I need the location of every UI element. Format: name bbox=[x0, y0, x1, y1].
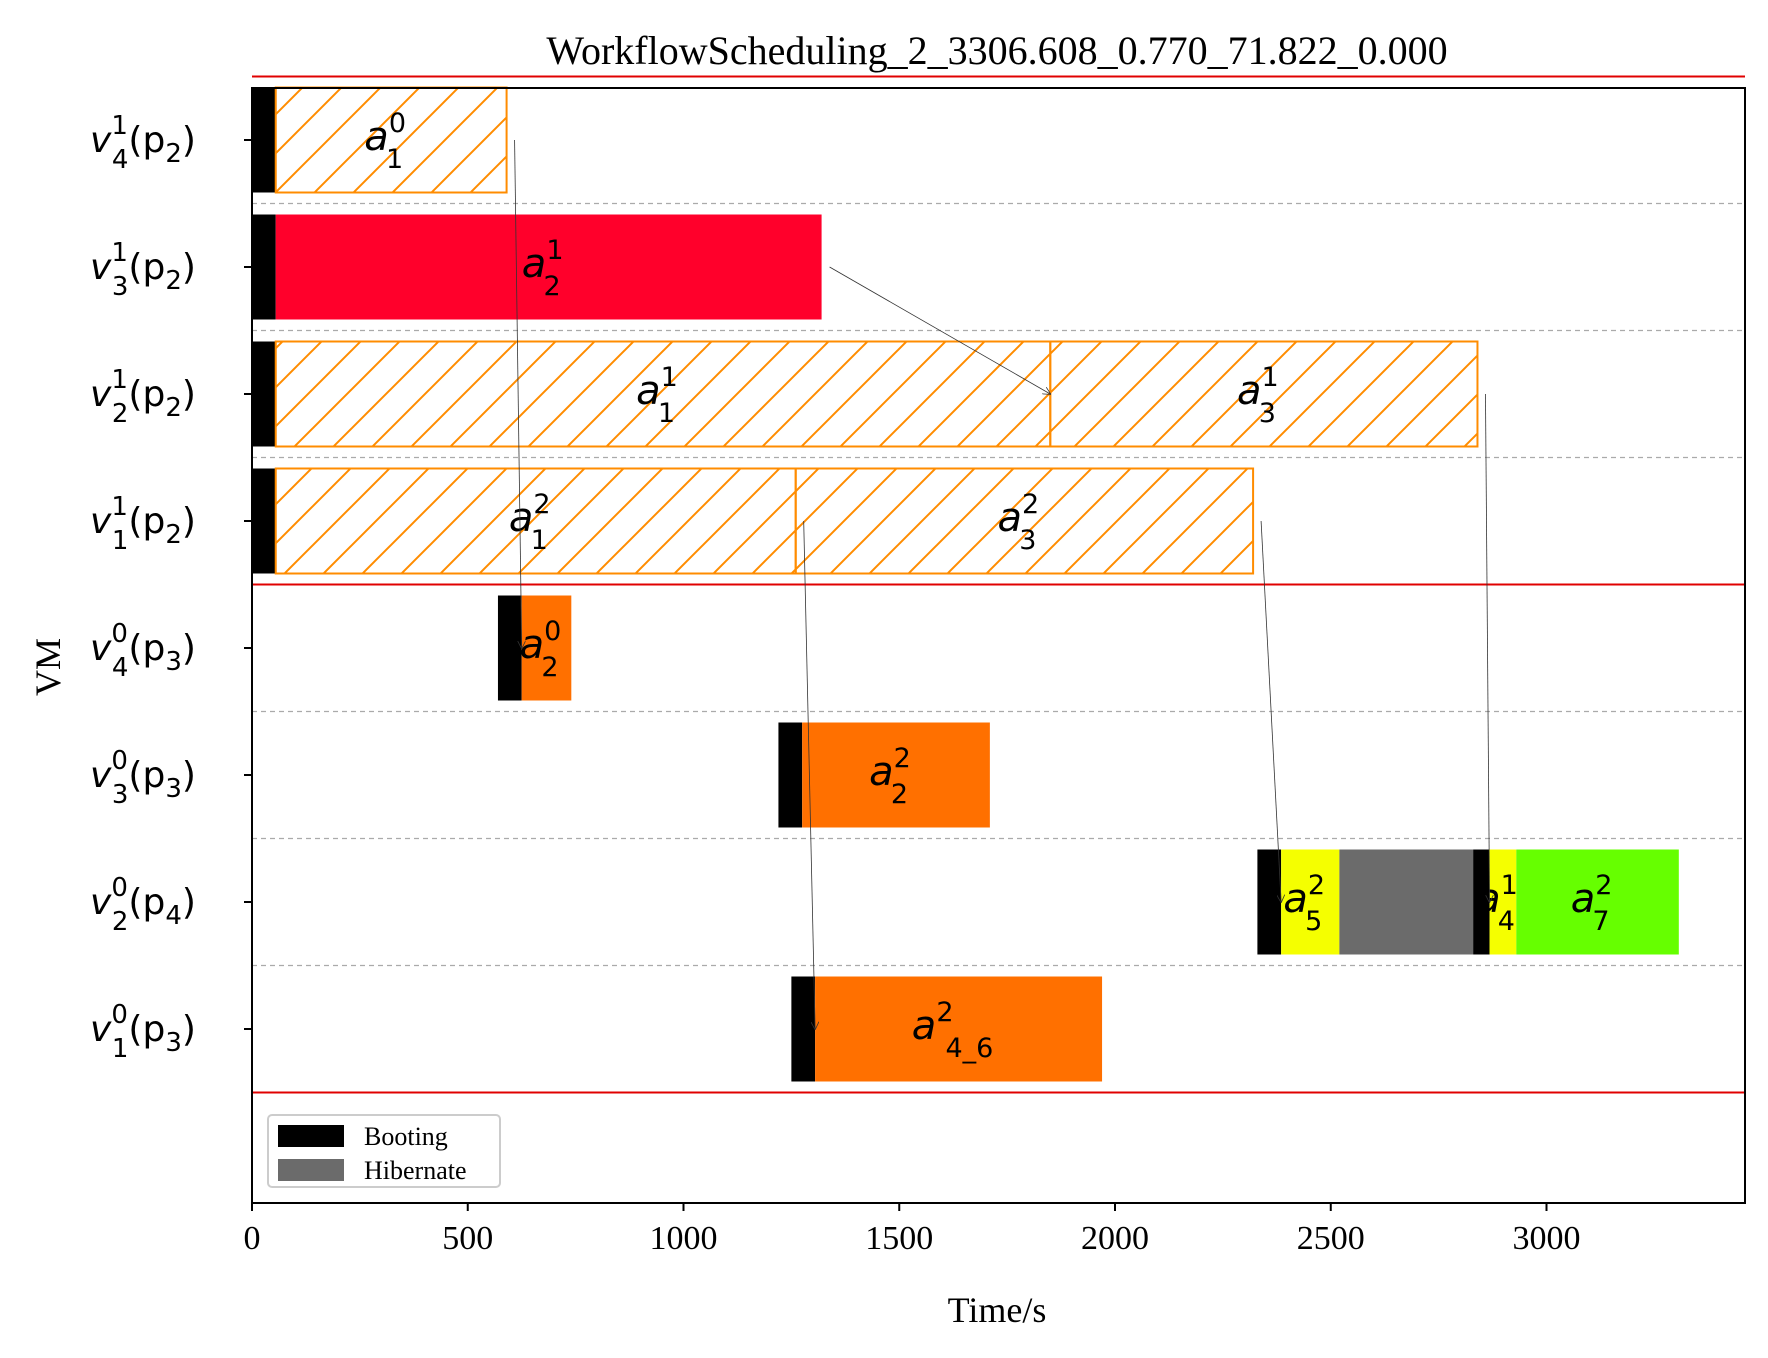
booting-bar bbox=[252, 214, 276, 320]
dependency-arrow bbox=[1260, 520, 1281, 902]
y-tick-label: v0 4(p3) bbox=[90, 619, 196, 683]
task-bar: a0 1 bbox=[274, 86, 508, 194]
task-label: a2 2 bbox=[869, 743, 911, 810]
task-bar: a1 2 bbox=[275, 214, 822, 320]
booting-bar bbox=[778, 722, 803, 828]
y-tick-label: v1 3(p2) bbox=[90, 238, 196, 302]
booting-bar bbox=[791, 976, 816, 1082]
legend-label: Booting bbox=[364, 1122, 448, 1151]
booting-bar bbox=[1257, 849, 1282, 955]
task-bar-fill bbox=[521, 595, 572, 701]
dependency-arrow bbox=[514, 139, 522, 648]
task-bar-fill bbox=[815, 976, 1103, 1082]
booting-bar bbox=[1473, 849, 1490, 955]
dependency-arrow bbox=[829, 266, 1051, 394]
task-bar-hatched bbox=[1049, 340, 1479, 448]
legend: Booting Hibernate bbox=[267, 1114, 501, 1188]
y-tick-label: v0 1(p3) bbox=[90, 1000, 196, 1064]
task-bar: a1 1 bbox=[274, 340, 1052, 448]
task-label: a1 4 bbox=[1476, 870, 1518, 937]
booting-bar bbox=[252, 341, 276, 447]
plot-frame bbox=[251, 87, 1746, 1204]
y-axis-label: VM bbox=[28, 638, 68, 696]
hibernate-bar bbox=[1339, 849, 1474, 955]
x-tick-label: 2500 bbox=[1297, 1220, 1365, 1257]
y-tick-label: v1 4(p2) bbox=[90, 111, 196, 175]
task-bar: a2 5 bbox=[1281, 849, 1340, 955]
task-bar-hatched bbox=[274, 86, 508, 194]
legend-label: Hibernate bbox=[364, 1156, 467, 1185]
legend-swatch bbox=[278, 1159, 344, 1181]
x-axis-label: Time/s bbox=[948, 1290, 1047, 1330]
y-tick-label: v0 2(p4) bbox=[90, 873, 196, 937]
y-tick-label: v0 3(p3) bbox=[90, 746, 196, 810]
task-label: a2 3 bbox=[998, 489, 1040, 556]
dependency-arrow bbox=[803, 520, 815, 1029]
task-label: a0 1 bbox=[364, 108, 406, 175]
y-tick-label: v1 1(p2) bbox=[90, 492, 196, 556]
task-bar-fill bbox=[1516, 849, 1679, 955]
task-bar: a2 4_6 bbox=[815, 976, 1103, 1082]
task-label: a2 5 bbox=[1283, 870, 1325, 937]
task-label: a1 3 bbox=[1237, 362, 1279, 429]
chart-title: WorkflowScheduling_2_3306.608_0.770_71.8… bbox=[546, 28, 1447, 73]
task-bar: a0 2 bbox=[520, 595, 572, 701]
task-bar-hatched bbox=[274, 467, 797, 575]
booting-bar bbox=[252, 468, 276, 574]
task-bar: a2 2 bbox=[802, 722, 990, 828]
dependency-arrow bbox=[1485, 393, 1489, 902]
x-tick-label: 0 bbox=[244, 1220, 261, 1257]
task-bar-hatched bbox=[274, 340, 1052, 448]
task-bar: a2 3 bbox=[794, 467, 1255, 575]
task-label: a1 2 bbox=[522, 235, 564, 302]
x-tick-label: 1000 bbox=[650, 1220, 718, 1257]
task-bar: a2 7 bbox=[1516, 849, 1679, 955]
x-tick-label: 1500 bbox=[865, 1220, 933, 1257]
x-tick-label: 2000 bbox=[1081, 1220, 1149, 1257]
task-bar: a1 3 bbox=[1049, 340, 1479, 448]
task-bar-hatched bbox=[794, 467, 1255, 575]
task-label: a2 7 bbox=[1571, 870, 1613, 937]
legend-swatch bbox=[278, 1125, 344, 1147]
task-bar-fill bbox=[802, 722, 990, 828]
y-tick-label: v1 2(p2) bbox=[90, 365, 196, 429]
task-bar: a2 1 bbox=[274, 467, 797, 575]
x-tick-label: 500 bbox=[442, 1220, 493, 1257]
task-label: a2 4_6 bbox=[912, 997, 994, 1064]
task-bar-fill bbox=[1489, 849, 1517, 955]
x-tick-label: 3000 bbox=[1513, 1220, 1581, 1257]
booting-bar bbox=[497, 595, 522, 701]
task-label: a1 1 bbox=[636, 362, 678, 429]
task-bar-fill bbox=[1281, 849, 1340, 955]
task-label: a2 1 bbox=[509, 489, 551, 556]
task-bar: a1 4 bbox=[1476, 849, 1518, 955]
booting-bar bbox=[252, 87, 276, 193]
task-bar-fill bbox=[275, 214, 822, 320]
